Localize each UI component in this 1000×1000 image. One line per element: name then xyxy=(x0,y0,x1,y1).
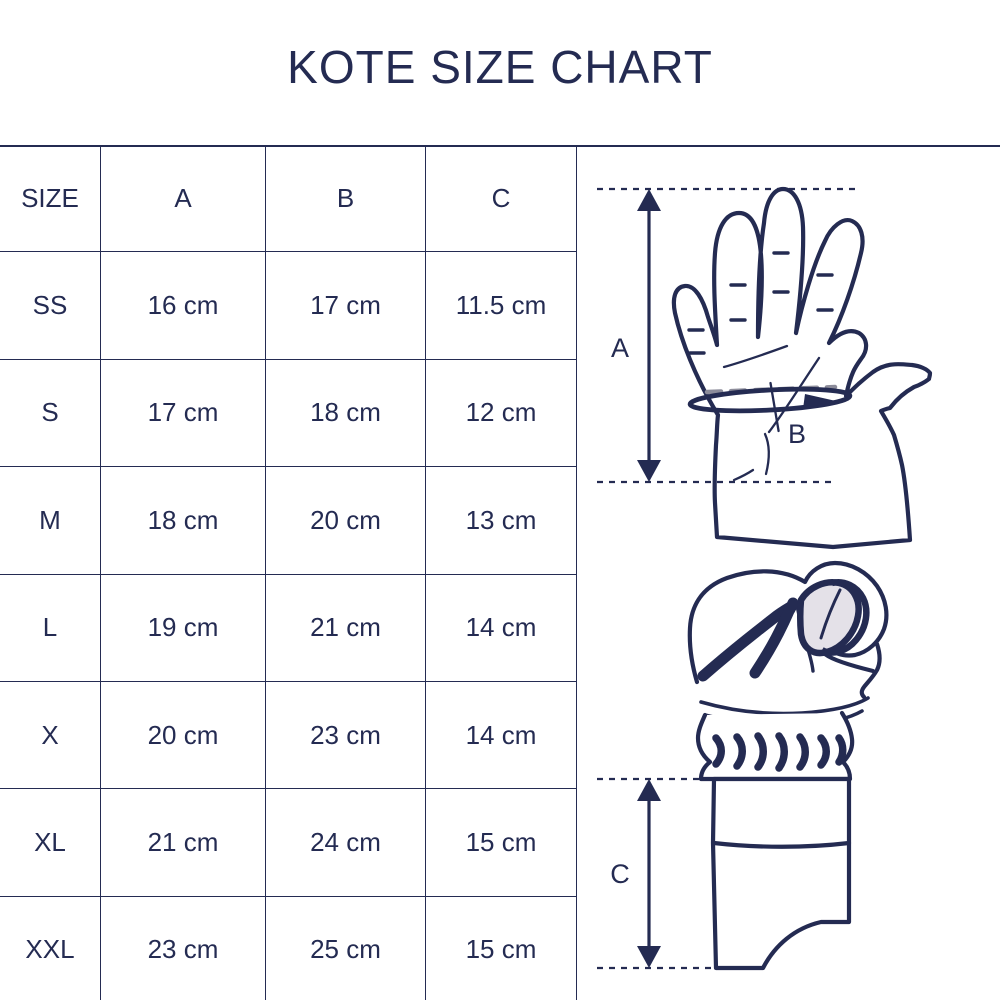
svg-text:C: C xyxy=(610,859,630,889)
svg-text:B: B xyxy=(788,419,806,449)
svg-text:A: A xyxy=(611,333,629,363)
